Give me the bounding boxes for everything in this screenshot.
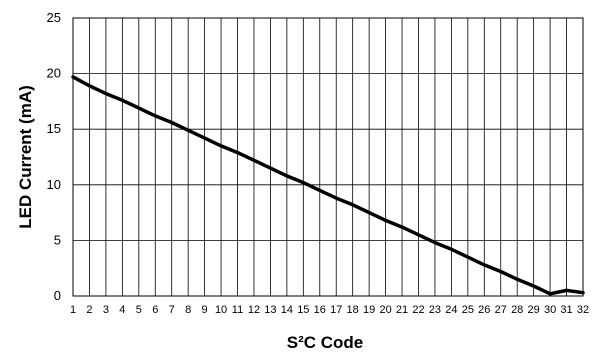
x-tick-label: 10 — [215, 304, 227, 316]
x-tick-label: 11 — [232, 304, 243, 316]
y-tick-label: 5 — [54, 232, 61, 247]
x-tick-label: 24 — [445, 304, 457, 316]
x-axis-ticks: 1 2 3 4 5 6 7 8 9 10 11 12 13 14 15 16 17 18 19 20 21 22 23 24 2… — [70, 304, 589, 316]
x-tick-label: 9 — [202, 304, 208, 316]
x-tick-label: 18 — [347, 304, 359, 316]
x-tick-label: 31 — [560, 304, 572, 316]
series-group — [71, 75, 585, 296]
x-tick-label: 14 — [281, 304, 293, 316]
x-tick-label: 17 — [330, 304, 342, 316]
y-axis-title: LED Current (mA) — [16, 85, 35, 229]
x-tick-label: 2 — [86, 304, 92, 316]
x-tick-label: 3 — [103, 304, 109, 316]
x-tick-label: 13 — [264, 304, 276, 316]
y-tick-label: 25 — [47, 10, 61, 25]
x-tick-label: 19 — [363, 304, 375, 316]
x-tick-label: 16 — [314, 304, 326, 316]
x-tick-label: 29 — [528, 304, 540, 316]
grid — [72, 17, 584, 297]
x-axis-title: S²C Code — [287, 333, 364, 352]
y-axis-ticks: 0 5 10 15 20 25 — [47, 10, 61, 303]
x-tick-label: 28 — [511, 304, 523, 316]
x-tick-label: 25 — [462, 304, 474, 316]
y-tick-label: 0 — [54, 288, 61, 303]
y-tick-label: 10 — [47, 177, 61, 192]
x-tick-label: 21 — [396, 304, 408, 316]
x-tick-label: 5 — [136, 304, 142, 316]
x-tick-label: 15 — [297, 304, 309, 316]
x-tick-label: 23 — [429, 304, 441, 316]
x-tick-label: 8 — [185, 304, 191, 316]
y-tick-label: 15 — [47, 121, 61, 136]
x-tick-label: 27 — [495, 304, 507, 316]
x-tick-label: 1 — [70, 304, 76, 316]
series-line — [71, 75, 585, 296]
x-tick-label: 20 — [379, 304, 391, 316]
x-tick-label: 7 — [169, 304, 175, 316]
x-tick-label: 6 — [152, 304, 158, 316]
x-tick-label: 4 — [119, 304, 125, 316]
x-tick-label: 12 — [248, 304, 260, 316]
x-tick-label: 32 — [577, 304, 589, 316]
y-tick-label: 20 — [47, 66, 61, 81]
x-tick-label: 30 — [544, 304, 556, 316]
plot-frame — [72, 17, 584, 297]
x-tick-label: 26 — [478, 304, 490, 316]
x-tick-label: 22 — [412, 304, 424, 316]
